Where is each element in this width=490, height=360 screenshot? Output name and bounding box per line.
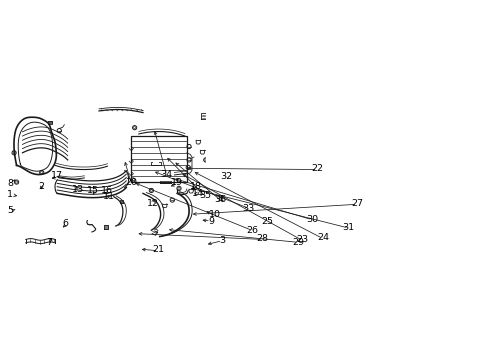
Text: 19: 19 [171,178,182,187]
Text: 3: 3 [220,236,225,245]
Text: 21: 21 [152,246,164,255]
Text: 30: 30 [306,215,318,224]
Text: 15: 15 [87,186,99,195]
Text: 1: 1 [7,190,13,199]
Text: 5: 5 [7,206,13,215]
Text: 28: 28 [256,234,268,243]
Text: 6: 6 [63,220,69,229]
Text: 7: 7 [46,238,52,247]
Text: 36: 36 [214,195,226,204]
Text: 20: 20 [125,178,137,187]
Text: 29: 29 [292,238,304,247]
Text: 12: 12 [147,199,159,208]
Text: 23: 23 [296,235,308,244]
Text: 24: 24 [317,233,329,242]
Text: 18: 18 [190,182,202,191]
Text: 35: 35 [199,192,211,201]
Text: 26: 26 [246,226,258,235]
Text: 33: 33 [243,203,255,212]
Text: 8: 8 [7,179,13,188]
Text: 13: 13 [72,185,84,194]
Text: 27: 27 [351,199,363,208]
Text: 31: 31 [342,223,354,232]
Text: 34: 34 [160,171,172,180]
Text: 17: 17 [51,171,63,180]
Text: 11: 11 [103,192,115,201]
Text: 2: 2 [38,182,44,191]
Text: 4: 4 [218,195,223,204]
Text: 32: 32 [220,172,232,181]
Text: 10: 10 [209,210,221,219]
Text: 9: 9 [208,217,214,226]
Text: 16: 16 [101,186,113,195]
Text: 22: 22 [312,164,323,173]
Text: 14: 14 [192,189,204,198]
Text: 25: 25 [262,217,274,226]
